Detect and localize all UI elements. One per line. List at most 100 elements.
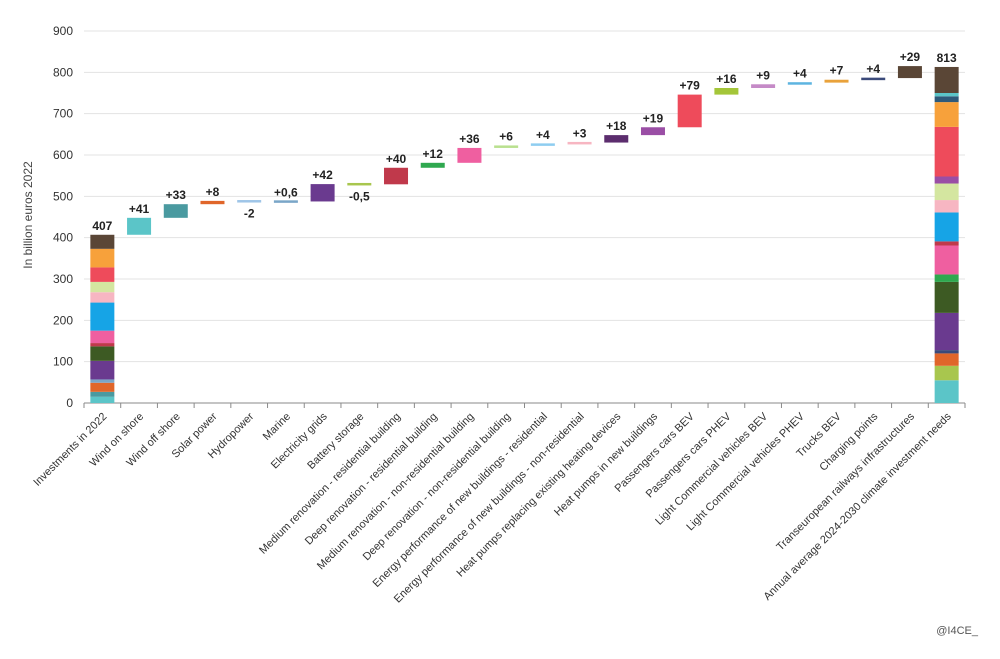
y-tick-label: 500 <box>53 189 73 203</box>
y-axis-title: In billion euros 2022 <box>21 161 35 269</box>
y-axis: 0 100 200 300 400 500 600 700 800 900 <box>53 24 73 410</box>
bar <box>127 217 152 235</box>
x-tick-label: Transeuropean railways infrastructures <box>774 410 917 553</box>
bar-segment <box>90 302 115 331</box>
bar <box>200 200 225 205</box>
bar <box>861 77 886 81</box>
value-label: -2 <box>244 207 255 221</box>
bar-segment <box>934 350 959 354</box>
value-label: 407 <box>92 219 112 233</box>
value-label: +4 <box>866 62 880 76</box>
bar-segment <box>934 353 959 366</box>
bar <box>604 135 629 143</box>
y-tick-label: 200 <box>53 313 73 327</box>
value-label: +19 <box>643 111 664 125</box>
bar-segment <box>934 102 959 127</box>
bar <box>494 145 519 148</box>
bar-segment <box>934 274 959 282</box>
y-tick-label: 400 <box>53 231 73 245</box>
value-label: +79 <box>680 79 701 93</box>
x-tick-label: Energy performance of new buildings - re… <box>371 411 550 590</box>
bar-segment <box>934 241 959 246</box>
value-label: +12 <box>423 147 444 161</box>
bar <box>530 143 555 146</box>
bar <box>384 167 409 185</box>
bar-segment <box>90 346 115 361</box>
bar-segment <box>934 380 959 403</box>
y-tick-label: 900 <box>53 24 73 38</box>
bar-segment <box>90 391 115 397</box>
bar-segment <box>934 96 959 103</box>
value-label: +0,6 <box>274 185 298 199</box>
y-tick-label: 0 <box>66 396 73 410</box>
value-label: +6 <box>499 129 513 143</box>
value-label: +4 <box>536 128 550 142</box>
y-tick-label: 700 <box>53 107 73 121</box>
bars <box>90 66 959 403</box>
bar <box>163 204 188 218</box>
bar <box>347 182 372 186</box>
bar-segment <box>90 382 115 392</box>
bar-segment <box>934 66 959 93</box>
bar-segment <box>934 93 959 97</box>
bar-segment <box>934 200 959 213</box>
bar <box>787 82 812 85</box>
bar-segment <box>90 330 115 344</box>
y-tick-label: 800 <box>53 65 73 79</box>
value-label: +7 <box>830 64 844 78</box>
bar-segment <box>90 379 115 383</box>
y-tick-label: 300 <box>53 272 73 286</box>
value-label: -0,5 <box>349 189 370 203</box>
bar-segment <box>934 312 959 351</box>
bar <box>420 162 445 168</box>
value-label: +3 <box>573 127 587 141</box>
bar-segment <box>90 360 115 380</box>
bar-segment <box>934 245 959 275</box>
bar-segment <box>934 212 959 242</box>
bar-segment <box>90 234 115 249</box>
source-credit: @I4CE_ <box>936 625 978 637</box>
bar-segment <box>90 281 115 293</box>
bar-segment <box>90 343 115 347</box>
bar <box>457 147 482 163</box>
bar-segment <box>934 365 959 381</box>
x-tick-label: Marine <box>261 411 293 443</box>
bar-segment <box>90 248 115 268</box>
bar-segment <box>90 396 115 403</box>
value-label: +9 <box>756 68 770 82</box>
bar <box>567 141 592 145</box>
bar-segment <box>934 183 959 201</box>
bar <box>751 84 776 88</box>
bar-segment <box>934 176 959 184</box>
value-label: +4 <box>793 67 807 81</box>
value-label: +42 <box>312 168 333 182</box>
bar-segment <box>90 292 115 303</box>
value-label: +8 <box>206 185 220 199</box>
value-label: +29 <box>900 50 921 64</box>
value-label: +41 <box>129 202 150 216</box>
value-label: 813 <box>937 51 957 65</box>
bar <box>310 184 335 202</box>
bar-segment <box>90 267 115 282</box>
bar <box>824 79 849 83</box>
x-tick-label: Deep renovation - residential building <box>303 411 440 548</box>
bar <box>897 66 922 79</box>
bar-segment <box>934 281 959 313</box>
bar <box>640 127 665 136</box>
value-labels: 407 +41 +33 +8 -2 +0,6 +42 -0,5 +40 +12 +36 +6 +4 +3 +… <box>92 50 957 233</box>
bar-segment <box>934 126 959 177</box>
gridlines <box>84 30 965 404</box>
y-tick-label: 100 <box>53 355 73 369</box>
bar <box>273 200 298 203</box>
bar <box>677 94 702 128</box>
bar <box>714 87 739 95</box>
value-label: +16 <box>716 72 737 86</box>
value-label: +18 <box>606 119 627 133</box>
bar <box>237 200 262 203</box>
y-tick-label: 600 <box>53 148 73 162</box>
value-label: +33 <box>166 188 187 202</box>
value-label: +36 <box>459 132 480 146</box>
value-label: +40 <box>386 152 407 166</box>
